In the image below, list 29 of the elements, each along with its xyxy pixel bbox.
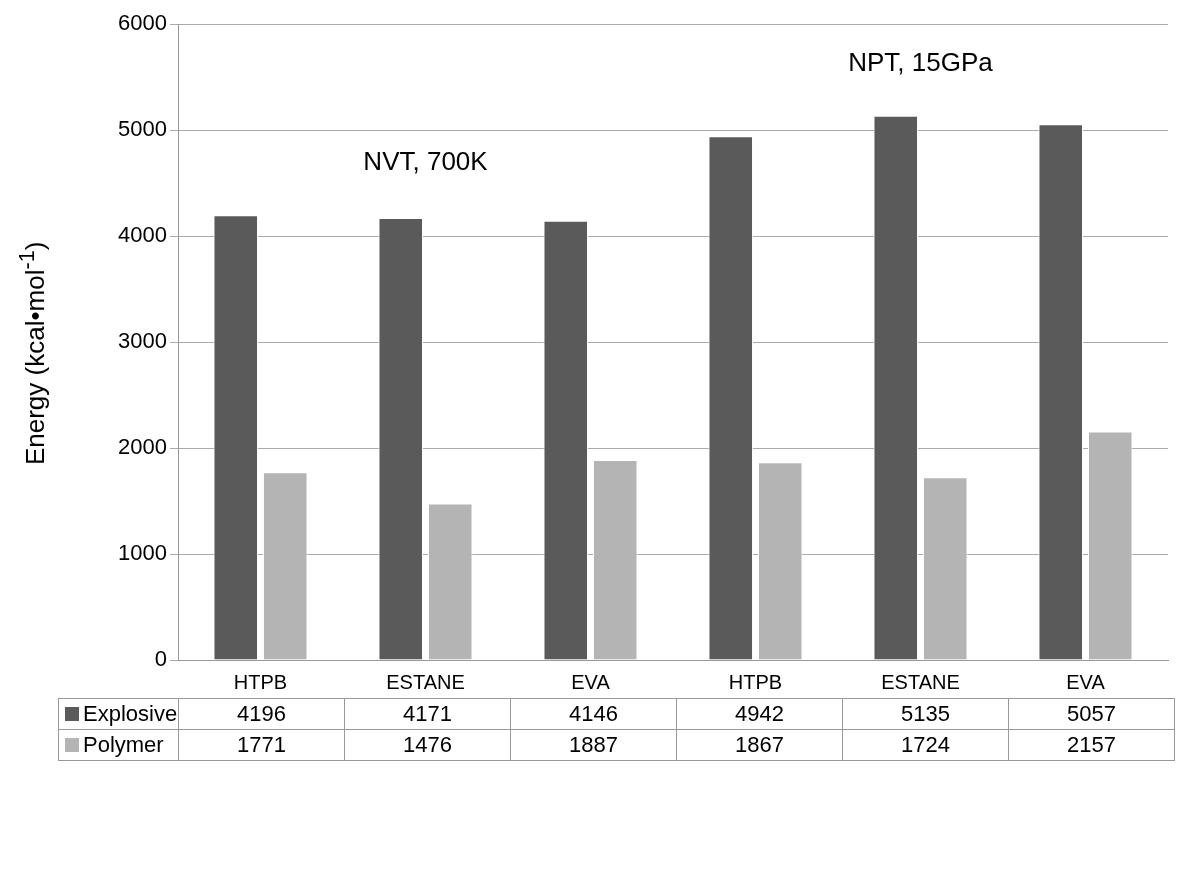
y-tick-label: 0 xyxy=(154,646,167,672)
data-label: 1867 xyxy=(676,729,843,761)
x-tick-label: EVA xyxy=(571,670,611,693)
data-label: 5057 xyxy=(1008,698,1175,730)
data-label: 4196 xyxy=(178,698,345,730)
data-label: 1771 xyxy=(178,729,345,761)
annotation: NVT, 700K xyxy=(363,146,489,177)
x-tick-label: HTPB xyxy=(233,670,288,693)
y-tick-label: 6000 xyxy=(118,10,167,36)
data-label: 1476 xyxy=(344,729,511,761)
legend-label: Polymer xyxy=(58,729,179,761)
legend-label: Explosive xyxy=(58,698,179,730)
data-label: 1724 xyxy=(842,729,1009,761)
y-tick-label: 5000 xyxy=(118,116,167,142)
data-label: 2157 xyxy=(1008,729,1175,761)
data-label: 4942 xyxy=(676,698,843,730)
x-tick-label: HTPB xyxy=(728,670,783,693)
x-tick-label: ESTANE xyxy=(881,670,960,693)
data-label: 4146 xyxy=(510,698,677,730)
y-tick-label: 1000 xyxy=(118,540,167,566)
y-tick-label: 3000 xyxy=(118,328,167,354)
data-label: 5135 xyxy=(842,698,1009,730)
x-tick-label: ESTANE xyxy=(386,670,465,693)
x-tick-label: EVA xyxy=(1066,670,1106,693)
annotation: NPT, 15GPa xyxy=(848,46,994,77)
y-tick-label: 4000 xyxy=(118,222,167,248)
data-label: 4171 xyxy=(344,698,511,730)
y-tick-label: 2000 xyxy=(118,434,167,460)
data-label: 1887 xyxy=(510,729,677,761)
